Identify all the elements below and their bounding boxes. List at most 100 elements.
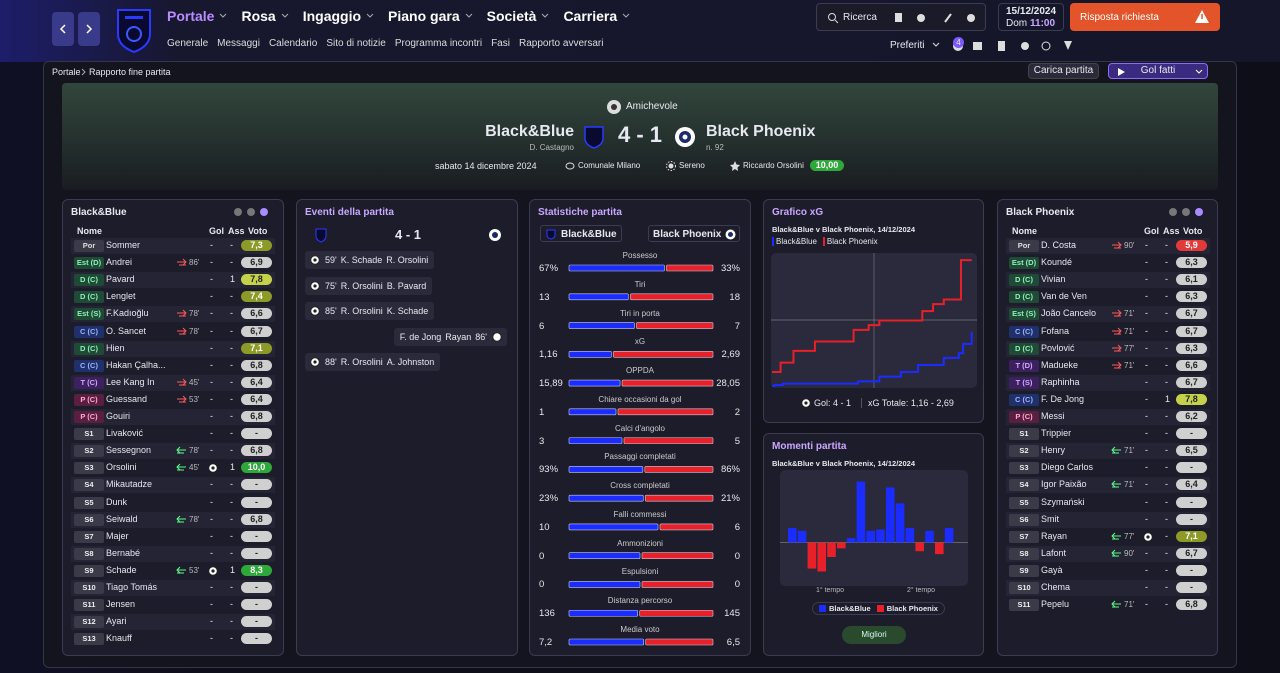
player-name[interactable]: Lenglet xyxy=(106,291,136,302)
menu-item[interactable]: Rosa xyxy=(241,8,289,24)
forward-button[interactable] xyxy=(78,12,100,46)
player-name[interactable]: Tiago Tomás xyxy=(106,582,158,592)
rating: 6,8 xyxy=(241,445,272,457)
breadcrumb-root[interactable]: Portale xyxy=(52,67,81,77)
stat-label: Media voto xyxy=(620,625,660,634)
position-badge: S12 xyxy=(74,616,104,629)
favorites[interactable]: Preferiti xyxy=(890,40,925,51)
player-name[interactable]: Rayan xyxy=(1041,530,1068,541)
player-name[interactable]: Gayà xyxy=(1041,564,1063,575)
menu-label[interactable]: Ingaggio xyxy=(302,8,362,24)
player-name[interactable]: Andrei xyxy=(106,257,133,268)
player-name[interactable]: Igor Paixão xyxy=(1041,479,1087,490)
player-name[interactable]: Gouiri xyxy=(106,411,131,421)
player-name[interactable]: Van de Ven xyxy=(1041,291,1087,302)
player-name[interactable]: Smit xyxy=(1041,513,1059,524)
player-name[interactable]: Sessegnon xyxy=(106,445,152,456)
player-name[interactable]: F.Kadıoğlu xyxy=(106,308,149,319)
weather-icon xyxy=(666,161,676,171)
goals: - xyxy=(1145,257,1148,268)
rating: 6,4 xyxy=(1176,479,1207,491)
player-name[interactable]: Pavard xyxy=(106,274,135,285)
menu-item[interactable]: Ingaggio xyxy=(303,8,374,24)
player-name[interactable]: Raphinha xyxy=(1041,376,1080,387)
menu-label[interactable]: Rosa xyxy=(241,8,276,24)
submenu-item[interactable]: Messaggi xyxy=(217,38,260,49)
event-assist: K. Schade xyxy=(386,306,429,316)
menu-label[interactable]: Società xyxy=(486,8,537,24)
position-badge: S1 xyxy=(1009,428,1039,441)
submenu-item[interactable]: Fasi xyxy=(491,38,510,49)
ball-icon xyxy=(208,566,218,576)
sub-minute: 45' xyxy=(189,463,200,473)
player-name[interactable]: Povlović xyxy=(1041,342,1075,353)
player-name[interactable]: Szymański xyxy=(1041,496,1085,507)
goals-button[interactable]: Gol fatti xyxy=(1108,63,1208,79)
row-bg xyxy=(1006,562,1210,579)
menu-item[interactable]: Piano gara xyxy=(388,8,473,24)
player-name[interactable]: Mikautadze xyxy=(106,479,153,490)
time: 11:00 xyxy=(1030,18,1056,29)
menu-label[interactable]: Carriera xyxy=(563,8,618,24)
player-name[interactable]: Lee Kang In xyxy=(106,376,155,387)
rating: 6,8 xyxy=(241,513,272,525)
player-name[interactable]: D. Costa xyxy=(1041,240,1077,250)
menu-label[interactable]: Portale xyxy=(167,8,215,24)
load-match-button[interactable]: Carica partita xyxy=(1028,63,1099,79)
player-name[interactable]: Ayari xyxy=(106,616,127,627)
player-name[interactable]: Fofana xyxy=(1041,325,1070,336)
player-name[interactable]: Diego Carlos xyxy=(1041,462,1094,473)
player-name[interactable]: Seiwald xyxy=(106,513,138,524)
player-name[interactable]: Madueke xyxy=(1041,359,1079,370)
stat-away: 145 xyxy=(724,608,740,620)
player-name[interactable]: Knauff xyxy=(106,633,132,644)
player-name[interactable]: O. Sancet xyxy=(106,325,147,336)
player-name[interactable]: Pepelu xyxy=(1041,599,1070,610)
assists: - xyxy=(1165,308,1168,319)
player-name[interactable]: Dunk xyxy=(106,496,128,507)
alert-button[interactable]: Risposta richiesta xyxy=(1070,3,1220,31)
date: 15/12/2024 xyxy=(1006,6,1057,17)
submenu-item[interactable]: Programma incontri xyxy=(394,38,483,49)
player-name[interactable]: Bernabé xyxy=(106,547,141,558)
menu-item[interactable]: Società xyxy=(487,8,550,24)
stat-home: 1,16 xyxy=(539,349,558,361)
xg-line xyxy=(772,259,972,373)
sub-icon xyxy=(176,566,186,574)
row-bg xyxy=(1006,460,1210,477)
player-name[interactable]: Trippier xyxy=(1041,428,1072,439)
player-name[interactable]: Jensen xyxy=(106,599,136,610)
player-name[interactable]: Schade xyxy=(106,564,137,575)
submenu-item[interactable]: Calendario xyxy=(268,38,318,49)
submenu-item[interactable]: Generale xyxy=(167,38,209,49)
menu-item[interactable]: Carriera xyxy=(563,8,630,24)
submenu-item[interactable]: Sito di notizie xyxy=(326,38,386,49)
player-name[interactable]: Hien xyxy=(106,342,125,353)
menu-item[interactable]: Portale xyxy=(167,8,227,24)
player-name[interactable]: Majer xyxy=(106,530,129,541)
player-name[interactable]: Livaković xyxy=(106,428,144,439)
player-name[interactable]: Chema xyxy=(1041,582,1071,592)
player-name[interactable]: Lafont xyxy=(1041,547,1067,558)
player-name[interactable]: Koundé xyxy=(1041,257,1073,268)
player-name[interactable]: Sommer xyxy=(106,240,141,250)
player-name[interactable]: Vivian xyxy=(1041,274,1066,285)
player-name[interactable]: Guessand xyxy=(106,393,148,404)
back-button[interactable] xyxy=(52,12,74,46)
chevron xyxy=(622,13,630,18)
player-name[interactable]: Messi xyxy=(1041,411,1065,421)
search-button[interactable]: Ricerca xyxy=(843,12,877,23)
sub-icon xyxy=(1112,310,1122,317)
best-button[interactable]: Migliori xyxy=(842,626,906,644)
goals: - xyxy=(210,582,213,592)
player-name[interactable]: F. De Jong xyxy=(1041,393,1085,404)
row-bg xyxy=(71,528,275,545)
submenu-item[interactable]: Rapporto avversari xyxy=(518,38,604,49)
goals: - xyxy=(1145,479,1148,490)
player-name[interactable]: Hakan Çalha... xyxy=(106,359,166,370)
player-name[interactable]: Orsolini xyxy=(106,462,137,473)
menu-label[interactable]: Piano gara xyxy=(388,8,460,24)
player-name[interactable]: João Cancelo xyxy=(1041,308,1097,319)
player-name[interactable]: Henry xyxy=(1041,445,1066,456)
sub-icon xyxy=(1111,532,1121,540)
